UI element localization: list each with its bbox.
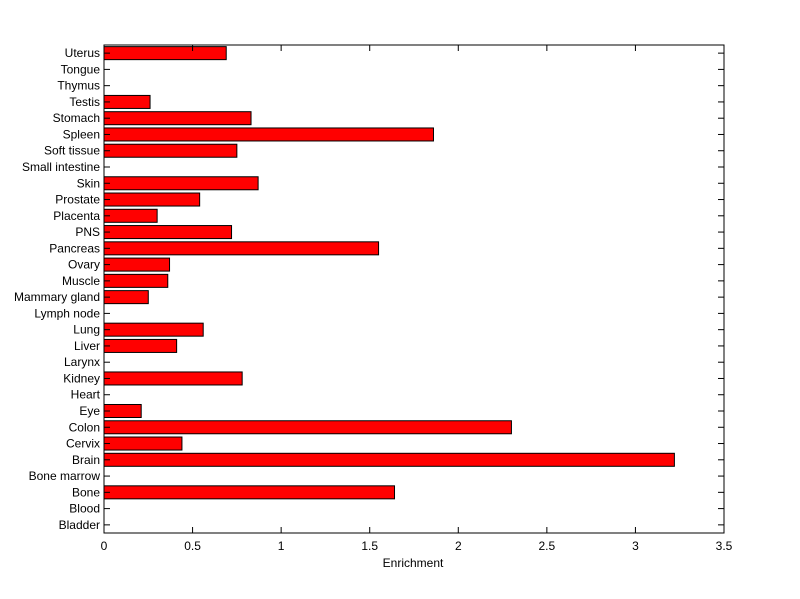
category-label: Skin: [77, 176, 100, 190]
category-label: Spleen: [63, 127, 100, 141]
category-label: Eye: [79, 404, 100, 418]
x-tick-label: 3.5: [716, 539, 733, 553]
category-label: Larynx: [64, 355, 100, 369]
bar-kidney: [103, 371, 243, 386]
category-label: Cervix: [66, 437, 100, 451]
x-tick-label: 2: [455, 539, 462, 553]
category-label: Ovary: [68, 258, 100, 272]
bar-muscle: [103, 273, 169, 288]
bar-testis: [103, 94, 151, 109]
bar-colon: [103, 420, 512, 435]
x-tick-label: 0: [101, 539, 108, 553]
category-label: Small intestine: [22, 160, 100, 174]
bar-bone: [103, 485, 396, 500]
category-label: PNS: [75, 225, 100, 239]
category-label: Brain: [72, 453, 100, 467]
plot-area: [103, 44, 725, 534]
category-label: Liver: [74, 339, 100, 353]
category-label: Mammary gland: [14, 290, 100, 304]
category-label: Blood: [69, 502, 100, 516]
x-tick-label: 1.5: [361, 539, 378, 553]
x-tick-label: 3: [632, 539, 639, 553]
x-tick-label: 2.5: [539, 539, 556, 553]
x-axis-label: Enrichment: [383, 556, 444, 570]
category-label: Lymph node: [34, 306, 100, 320]
bar-prostate: [103, 192, 201, 207]
category-label: Soft tissue: [44, 144, 100, 158]
bar-skin: [103, 176, 259, 191]
category-label: Placenta: [53, 209, 100, 223]
category-label: Bone: [72, 485, 100, 499]
bars-layer: [103, 46, 675, 500]
category-label: Prostate: [55, 193, 100, 207]
bar-mammary-gland: [103, 290, 149, 305]
category-label: Bladder: [59, 518, 100, 532]
bar-placenta: [103, 208, 158, 223]
category-label: Lung: [73, 323, 100, 337]
bar-cervix: [103, 436, 183, 451]
labels-layer: Uterus Tongue Thymus Testis Stomach Spleen Sof…: [14, 46, 733, 553]
category-label: Testis: [69, 95, 100, 109]
bar-soft-tissue: [103, 143, 238, 158]
bar-spleen: [103, 127, 434, 142]
x-tick-label: 1: [278, 539, 285, 553]
category-label: Thymus: [57, 79, 100, 93]
category-label: Muscle: [62, 274, 100, 288]
bar-pancreas: [103, 241, 380, 256]
bar-pns: [103, 225, 233, 240]
bar-lung: [103, 322, 204, 337]
category-label: Colon: [69, 420, 100, 434]
ticks-layer: [103, 45, 725, 533]
category-label: Uterus: [65, 46, 100, 60]
category-label: Kidney: [63, 371, 100, 385]
x-tick-label: 0.5: [184, 539, 201, 553]
bar-ovary: [103, 257, 171, 272]
category-label: Heart: [71, 388, 101, 402]
bar-stomach: [103, 111, 252, 126]
category-label: Stomach: [53, 111, 100, 125]
category-label: Pancreas: [49, 241, 100, 255]
category-label: Bone marrow: [29, 469, 101, 483]
category-label: Tongue: [61, 62, 101, 76]
bar-liver: [103, 338, 178, 353]
bar-brain: [103, 452, 675, 467]
bar-uterus: [103, 46, 227, 61]
